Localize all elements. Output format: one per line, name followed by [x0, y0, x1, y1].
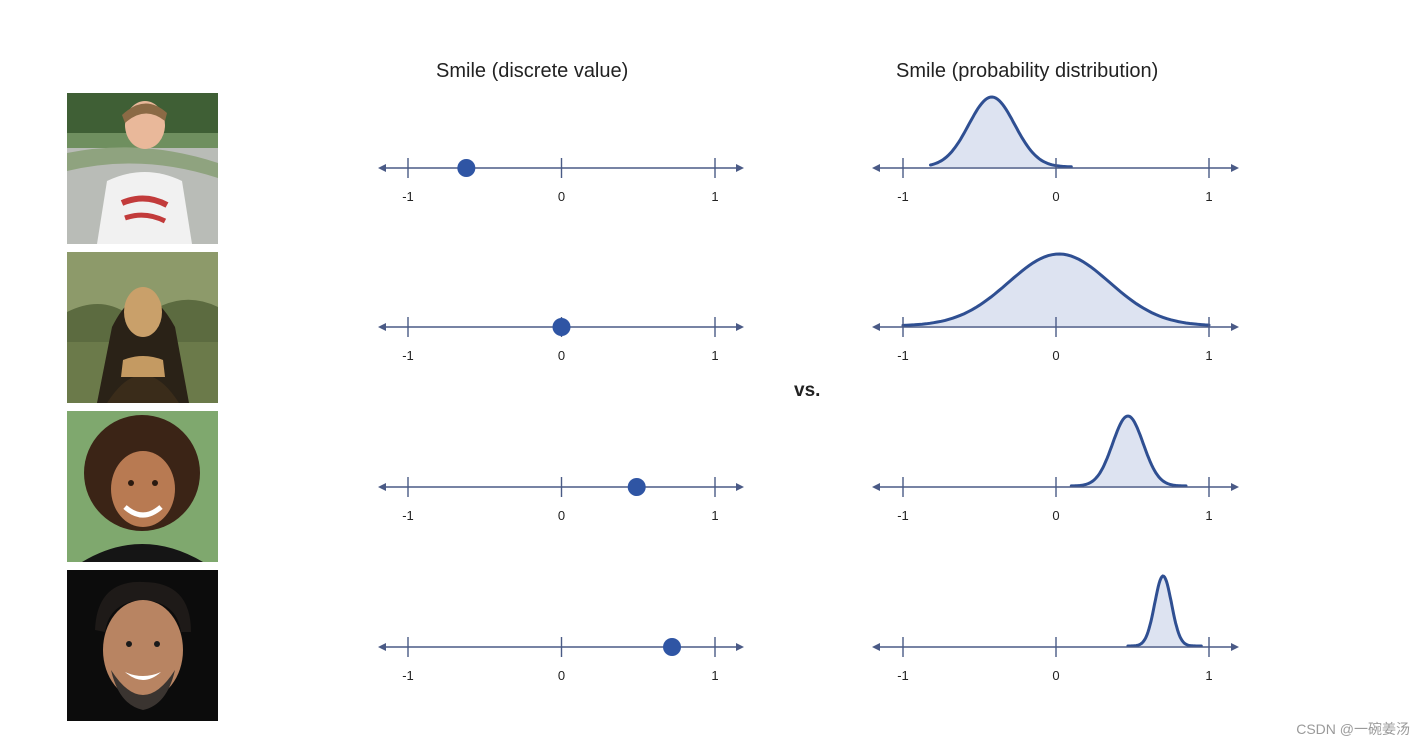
discrete-row1-tick-label-3: 1	[711, 189, 718, 204]
discrete-row1-point	[457, 159, 476, 177]
face-image-girl	[67, 411, 218, 562]
discrete-row3-tick-label-1: -1	[402, 508, 414, 523]
distribution-row3-arrow-right	[1231, 483, 1239, 491]
discrete-row3-point	[627, 478, 646, 496]
distribution-row3-area	[1071, 416, 1186, 486]
discrete-row2-tick-label-3: 1	[711, 348, 718, 363]
discrete-row1-arrow-left	[378, 164, 386, 172]
distribution-row1-arrow-left	[872, 164, 880, 172]
distribution-row4-arrow-right	[1231, 643, 1239, 651]
distribution-row2-curve	[901, 252, 1211, 327]
discrete-row3-arrow-right	[736, 483, 744, 491]
distribution-row1-arrow-right	[1231, 164, 1239, 172]
discrete-chart-title: Smile (discrete value)	[436, 60, 629, 82]
distribution-row1-tick-label-1: -1	[897, 189, 909, 204]
discrete-row4-arrow-left	[378, 643, 386, 651]
face-image-mona-lisa	[67, 252, 218, 403]
distribution-row3-arrow-left	[872, 483, 880, 491]
distribution-row3-tick-label-1: -1	[897, 508, 909, 523]
distribution-row2-area	[903, 254, 1209, 326]
discrete-row2-arrow-left	[378, 323, 386, 331]
discrete-row1-arrow-right	[736, 164, 744, 172]
vs-label: vs.	[794, 380, 821, 401]
discrete-row4-arrow-right	[736, 643, 744, 651]
discrete-row3-arrow-left	[378, 483, 386, 491]
discrete-row1-tick-label-1: -1	[402, 189, 414, 204]
discrete-row4-point	[663, 638, 682, 656]
discrete-row2-point	[552, 318, 571, 336]
discrete-row2-tick-label-1: -1	[402, 348, 414, 363]
distribution-row1-area	[930, 97, 1072, 167]
distribution-row1-tick-label-2: 0	[1052, 189, 1059, 204]
distribution-row4-tick-label-1: -1	[897, 668, 909, 683]
discrete-row2-arrow-right	[736, 323, 744, 331]
distribution-row3-curve	[1069, 414, 1188, 488]
distribution-row2-tick-label-3: 1	[1205, 348, 1212, 363]
distribution-row2-arrow-left	[872, 323, 880, 331]
watermark: CSDN @一碗姜汤	[1296, 721, 1410, 737]
distribution-row1-tick-label-3: 1	[1205, 189, 1212, 204]
distribution-row2-tick-label-2: 0	[1052, 348, 1059, 363]
distribution-row2-arrow-right	[1231, 323, 1239, 331]
distribution-row4-arrow-left	[872, 643, 880, 651]
distribution-row4-tick-label-2: 0	[1052, 668, 1059, 683]
face-image-man	[67, 570, 218, 721]
distribution-row4-curve	[1126, 574, 1203, 648]
face-image-boy	[67, 93, 218, 244]
discrete-row3-tick-label-2: 0	[558, 508, 565, 523]
distribution-row3-tick-label-3: 1	[1205, 508, 1212, 523]
discrete-row4-tick-label-1: -1	[402, 668, 414, 683]
distribution-row1-curve	[929, 95, 1073, 169]
discrete-row4-tick-label-2: 0	[558, 668, 565, 683]
distribution-row3-tick-label-2: 0	[1052, 508, 1059, 523]
discrete-row4-tick-label-3: 1	[711, 668, 718, 683]
distribution-row4-area	[1127, 576, 1202, 646]
discrete-row1-tick-label-2: 0	[558, 189, 565, 204]
discrete-row3-tick-label-3: 1	[711, 508, 718, 523]
discrete-row2-tick-label-2: 0	[558, 348, 565, 363]
distribution-row4-tick-label-3: 1	[1205, 668, 1212, 683]
distribution-row2-tick-label-1: -1	[897, 348, 909, 363]
distribution-chart-title: Smile (probability distribution)	[896, 60, 1159, 82]
